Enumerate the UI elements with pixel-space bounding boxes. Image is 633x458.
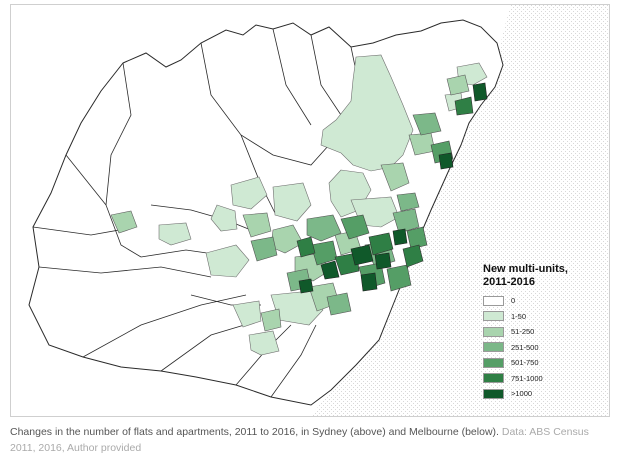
legend-label: 251-500 [511, 342, 539, 352]
areas-over-1000 [298, 82, 488, 294]
legend-item: 51-250 [483, 324, 603, 340]
legend-label: 751-1000 [511, 373, 543, 383]
legend-swatch [483, 295, 504, 306]
legend-label: 0 [511, 296, 516, 306]
legend-label: 501-750 [511, 358, 539, 368]
map-figure: New multi-units, 2011-2016 0 1-50 51-250 25… [10, 4, 610, 417]
legend-swatch [483, 311, 504, 322]
legend-item: 501-750 [483, 355, 603, 371]
caption-source: Data: ABS Census 2011, 2016, Author prov… [10, 426, 589, 454]
caption-text: Changes in the number of flats and apart… [10, 426, 499, 438]
figure-caption: Changes in the number of flats and apart… [10, 424, 610, 456]
areas-1-50 [158, 54, 488, 356]
legend-label: 51-250 [511, 327, 535, 337]
legend-items: 0 1-50 51-250 251-500 501-750 751-1000 >1000 [483, 293, 603, 402]
legend-item: 751-1000 [483, 371, 603, 387]
legend-item: 0 [483, 293, 603, 309]
legend-label: 1-50 [511, 311, 527, 321]
legend-item: 251-500 [483, 340, 603, 356]
legend-swatch [483, 388, 504, 399]
legend-item: 1-50 [483, 309, 603, 325]
legend-swatch [483, 357, 504, 368]
areas-751-1000 [296, 96, 474, 276]
legend-label: >1000 [511, 389, 533, 399]
legend-swatch [483, 373, 504, 384]
map-legend: New multi-units, 2011-2016 0 1-50 51-250 25… [483, 263, 603, 402]
legend-item: >1000 [483, 386, 603, 402]
ocean-area [311, 5, 609, 416]
legend-title-line2: 2011-2016 [483, 276, 535, 288]
map-canvas [28, 5, 609, 416]
legend-swatch [483, 342, 504, 353]
legend-swatch [483, 326, 504, 337]
legend-title-line1: New multi-units, [483, 263, 568, 275]
